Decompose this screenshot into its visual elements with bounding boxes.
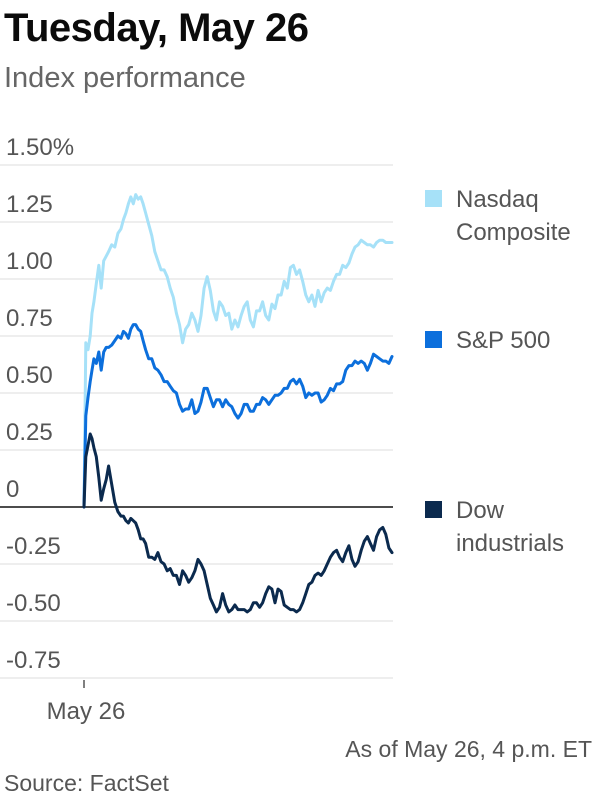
y-tick-label: 1.50% — [6, 134, 74, 161]
y-tick-label: -0.75 — [6, 647, 61, 674]
legend-swatch — [425, 190, 442, 207]
series-line-nasdaq-composite — [82, 193, 394, 509]
y-tick-label: 0 — [6, 476, 19, 503]
chart-title: Tuesday, May 26 — [4, 6, 309, 50]
series-line-dow-industrials — [82, 432, 394, 614]
y-tick-label: 0.75 — [6, 305, 53, 332]
y-tick-label: 1.00 — [6, 248, 53, 275]
legend-label: Nasdaq — [456, 186, 539, 213]
legend-label: S&P 500 — [456, 327, 550, 354]
y-axis-tick-labels: 1.50% 1.25 1.00 0.75 0.50 0.25 0 -0.25 -0.50 -0.7… — [6, 134, 74, 674]
legend: Nasdaq Composite S&P 500 Dow industrials — [425, 186, 571, 557]
legend-swatch — [425, 501, 442, 518]
y-tick-label: -0.25 — [6, 533, 61, 560]
legend-label: Dow — [456, 497, 505, 524]
source-note: Source: FactSet — [4, 770, 169, 796]
x-axis: May 26 — [47, 680, 126, 725]
chart-subtitle: Index performance — [4, 62, 246, 94]
y-tick-label: 1.25 — [6, 191, 53, 218]
series-line-s-p-500 — [82, 323, 394, 509]
series-lines — [82, 193, 394, 614]
as-of-note: As of May 26, 4 p.m. ET — [345, 736, 592, 762]
y-tick-label: 0.50 — [6, 362, 53, 389]
y-tick-label: 0.25 — [6, 419, 53, 446]
y-tick-label: -0.50 — [6, 590, 61, 617]
legend-label: Composite — [456, 219, 571, 246]
x-tick-label: May 26 — [47, 698, 126, 725]
legend-swatch — [425, 331, 442, 348]
legend-label: industrials — [456, 530, 564, 557]
